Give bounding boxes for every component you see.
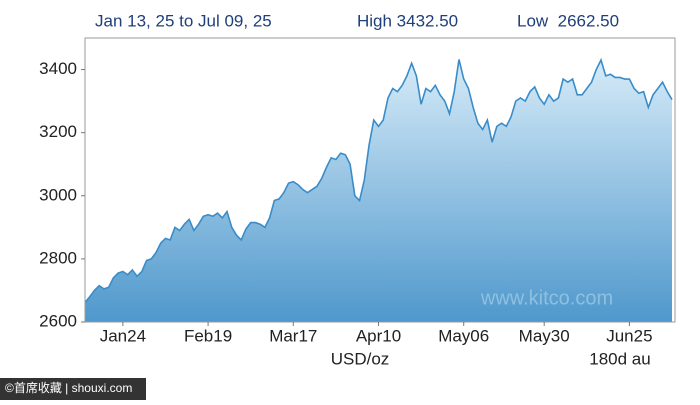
x-tick-label: Mar17 bbox=[269, 326, 317, 345]
low-text: Low 2662.50 bbox=[517, 11, 619, 30]
y-tick-label: 2800 bbox=[39, 248, 77, 267]
y-tick-label: 3200 bbox=[39, 122, 77, 141]
y-tick-label: 2600 bbox=[39, 311, 77, 330]
area bbox=[85, 59, 672, 323]
x-tick-label: May06 bbox=[438, 326, 489, 345]
x-tick-label: May30 bbox=[519, 326, 570, 345]
watermark-box bbox=[0, 378, 146, 400]
range-text: Jan 13, 25 to Jul 09, 25 bbox=[95, 11, 272, 30]
plot-border bbox=[84, 37, 676, 323]
high-text: High 3432.50 bbox=[357, 11, 458, 30]
watermark-text: ©首席收藏 | shouxi.com bbox=[5, 380, 132, 395]
x-tick-label: Jun25 bbox=[606, 326, 652, 345]
unit-label: USD/oz bbox=[331, 349, 390, 368]
plot-area bbox=[84, 57, 673, 323]
x-tick-label: Jan24 bbox=[100, 326, 146, 345]
x-tick-label: Apr10 bbox=[356, 326, 401, 345]
period-label: 180d au bbox=[589, 349, 650, 368]
x-tick-label: Feb19 bbox=[184, 326, 232, 345]
line bbox=[84, 57, 673, 303]
y-tick-label: 3400 bbox=[39, 59, 77, 78]
site-watermark: www.kitco.com bbox=[480, 287, 613, 309]
y-tick-label: 3000 bbox=[39, 185, 77, 204]
